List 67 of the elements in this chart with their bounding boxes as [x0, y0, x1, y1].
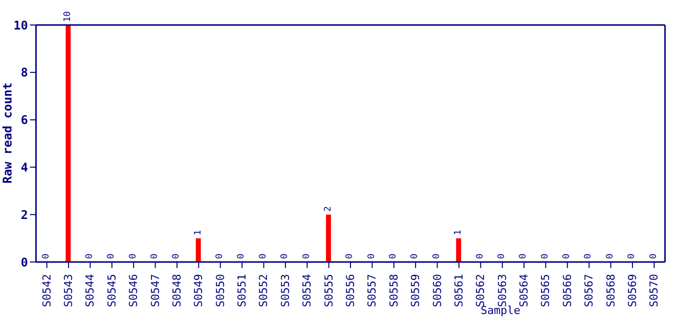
data-label: 2	[323, 206, 334, 212]
y-tick-label: 10	[14, 18, 28, 32]
x-tick-label: S0559	[409, 274, 422, 308]
x-tick-label: S0548	[170, 274, 184, 308]
data-label: 0	[128, 254, 138, 259]
bar	[196, 238, 201, 262]
x-tick-label: S0564	[518, 274, 531, 308]
y-tick-label: 2	[20, 208, 28, 222]
data-label: 0	[388, 254, 399, 259]
data-label: 0	[106, 254, 117, 259]
data-label: 0	[84, 254, 95, 259]
x-tick-label: S0558	[387, 274, 400, 308]
data-label: 0	[496, 254, 507, 259]
x-tick-label: S0561	[452, 274, 466, 308]
data-label: 0	[366, 254, 377, 259]
data-label: 0	[42, 254, 52, 259]
data-label: 0	[518, 254, 529, 259]
data-label: 0	[605, 254, 616, 259]
data-label: 1	[454, 230, 464, 236]
x-tick-label: S0547	[148, 274, 162, 308]
data-label: 0	[172, 254, 182, 259]
x-tick-label: S0553	[278, 274, 292, 308]
x-tick-label: S0555	[322, 274, 336, 308]
x-tick-label: S0556	[344, 274, 357, 308]
x-tick-label: S0549	[192, 274, 206, 308]
bar	[66, 25, 71, 262]
y-tick-label: 6	[20, 113, 28, 128]
data-label: 0	[584, 254, 594, 259]
x-tick-label: S0543	[62, 274, 76, 308]
data-label: 0	[475, 254, 486, 259]
x-tick-label: S0557	[366, 274, 379, 308]
data-label: 0	[215, 254, 226, 259]
x-tick-label: S0566	[560, 274, 574, 308]
y-tick-label: 4	[20, 160, 28, 174]
bar	[456, 238, 462, 262]
x-tick-label: S0567	[582, 274, 596, 308]
x-tick-label: S0554	[300, 274, 314, 308]
x-tick-label: S0550	[214, 274, 227, 308]
data-label: 0	[280, 254, 290, 259]
x-tick-label: S0542	[40, 274, 54, 308]
x-tick-label: S0544	[84, 274, 97, 308]
data-label: 10	[63, 11, 74, 22]
x-tick-label: S0568	[604, 274, 618, 308]
data-label: 1	[193, 230, 204, 236]
x-tick-label: S0565	[539, 274, 552, 308]
y-tick-label: 8	[20, 66, 28, 80]
data-label: 0	[432, 254, 442, 259]
x-tick-label: S0560	[430, 274, 444, 308]
x-tick-label: S0545	[105, 274, 118, 308]
x-tick-label: S0570	[648, 274, 661, 308]
y-axis-title: Raw read count	[0, 82, 14, 184]
y-tick-label: 0	[20, 255, 28, 270]
data-label: 0	[562, 254, 572, 259]
x-tick-label: S0551	[236, 274, 249, 308]
x-tick-label: S0569	[626, 274, 639, 308]
x-tick-label: S0552	[257, 274, 270, 308]
bar	[326, 214, 331, 262]
data-label: 0	[236, 254, 247, 259]
data-label: 0	[627, 254, 638, 259]
data-label: 0	[540, 254, 550, 259]
data-label: 0	[648, 254, 659, 259]
data-label: 0	[302, 254, 312, 259]
data-label: 0	[345, 254, 356, 259]
x-tick-label: S0546	[127, 274, 140, 308]
data-label: 0	[150, 254, 160, 259]
data-label: 0	[258, 254, 268, 259]
data-label: 0	[410, 254, 420, 259]
